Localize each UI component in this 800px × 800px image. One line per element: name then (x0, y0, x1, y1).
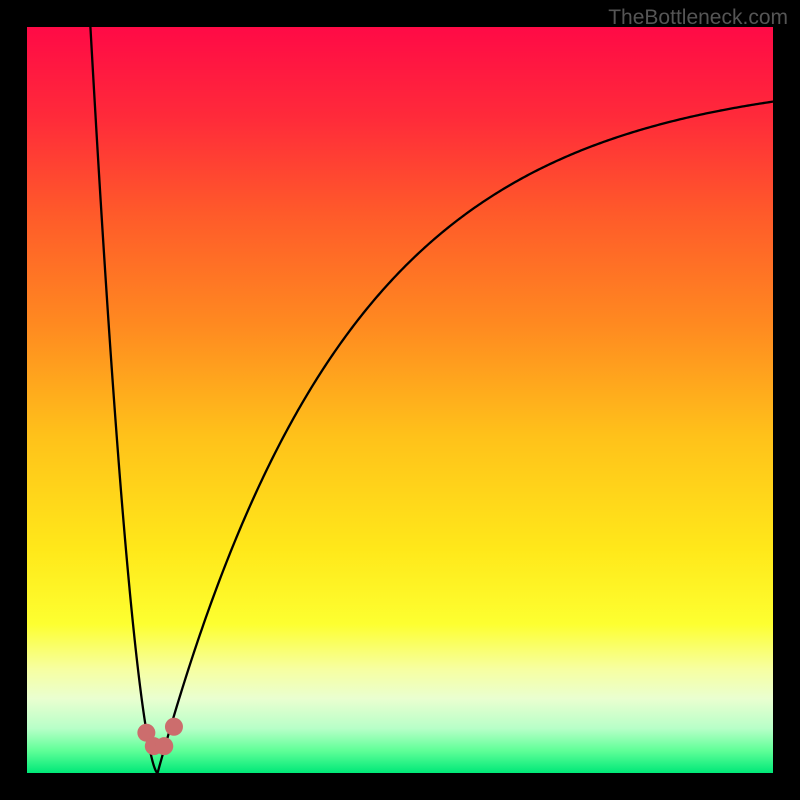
marker-point (165, 718, 183, 736)
watermark-text: TheBottleneck.com (608, 6, 788, 30)
marker-point (155, 737, 173, 755)
chart-frame: TheBottleneck.com (0, 0, 800, 800)
data-markers (27, 27, 773, 773)
plot-area (27, 27, 773, 773)
